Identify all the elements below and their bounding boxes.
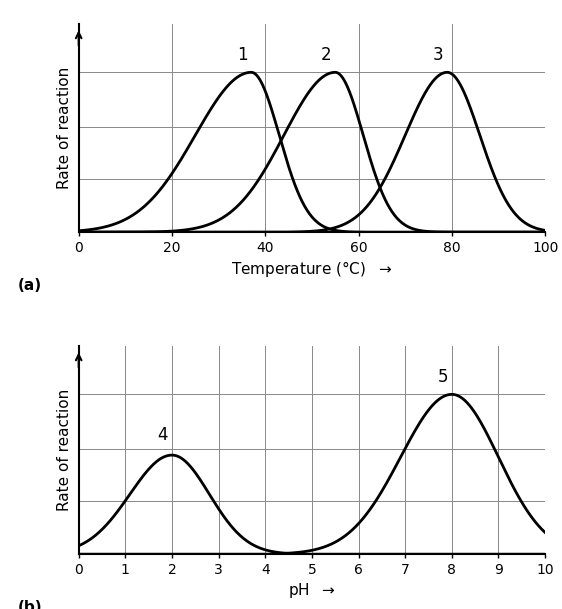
X-axis label: Temperature (°C)  $\rightarrow$: Temperature (°C) $\rightarrow$ xyxy=(232,259,392,280)
Text: 2: 2 xyxy=(320,46,331,65)
Y-axis label: Rate of reaction: Rate of reaction xyxy=(57,389,72,512)
Text: 5: 5 xyxy=(437,368,448,386)
X-axis label: pH  $\rightarrow$: pH $\rightarrow$ xyxy=(288,582,336,600)
Y-axis label: Rate of reaction: Rate of reaction xyxy=(57,67,72,189)
Text: 4: 4 xyxy=(157,426,168,444)
Text: (a): (a) xyxy=(18,278,42,293)
Text: 3: 3 xyxy=(433,46,443,65)
Text: 1: 1 xyxy=(237,46,247,65)
Text: (b): (b) xyxy=(18,600,43,609)
